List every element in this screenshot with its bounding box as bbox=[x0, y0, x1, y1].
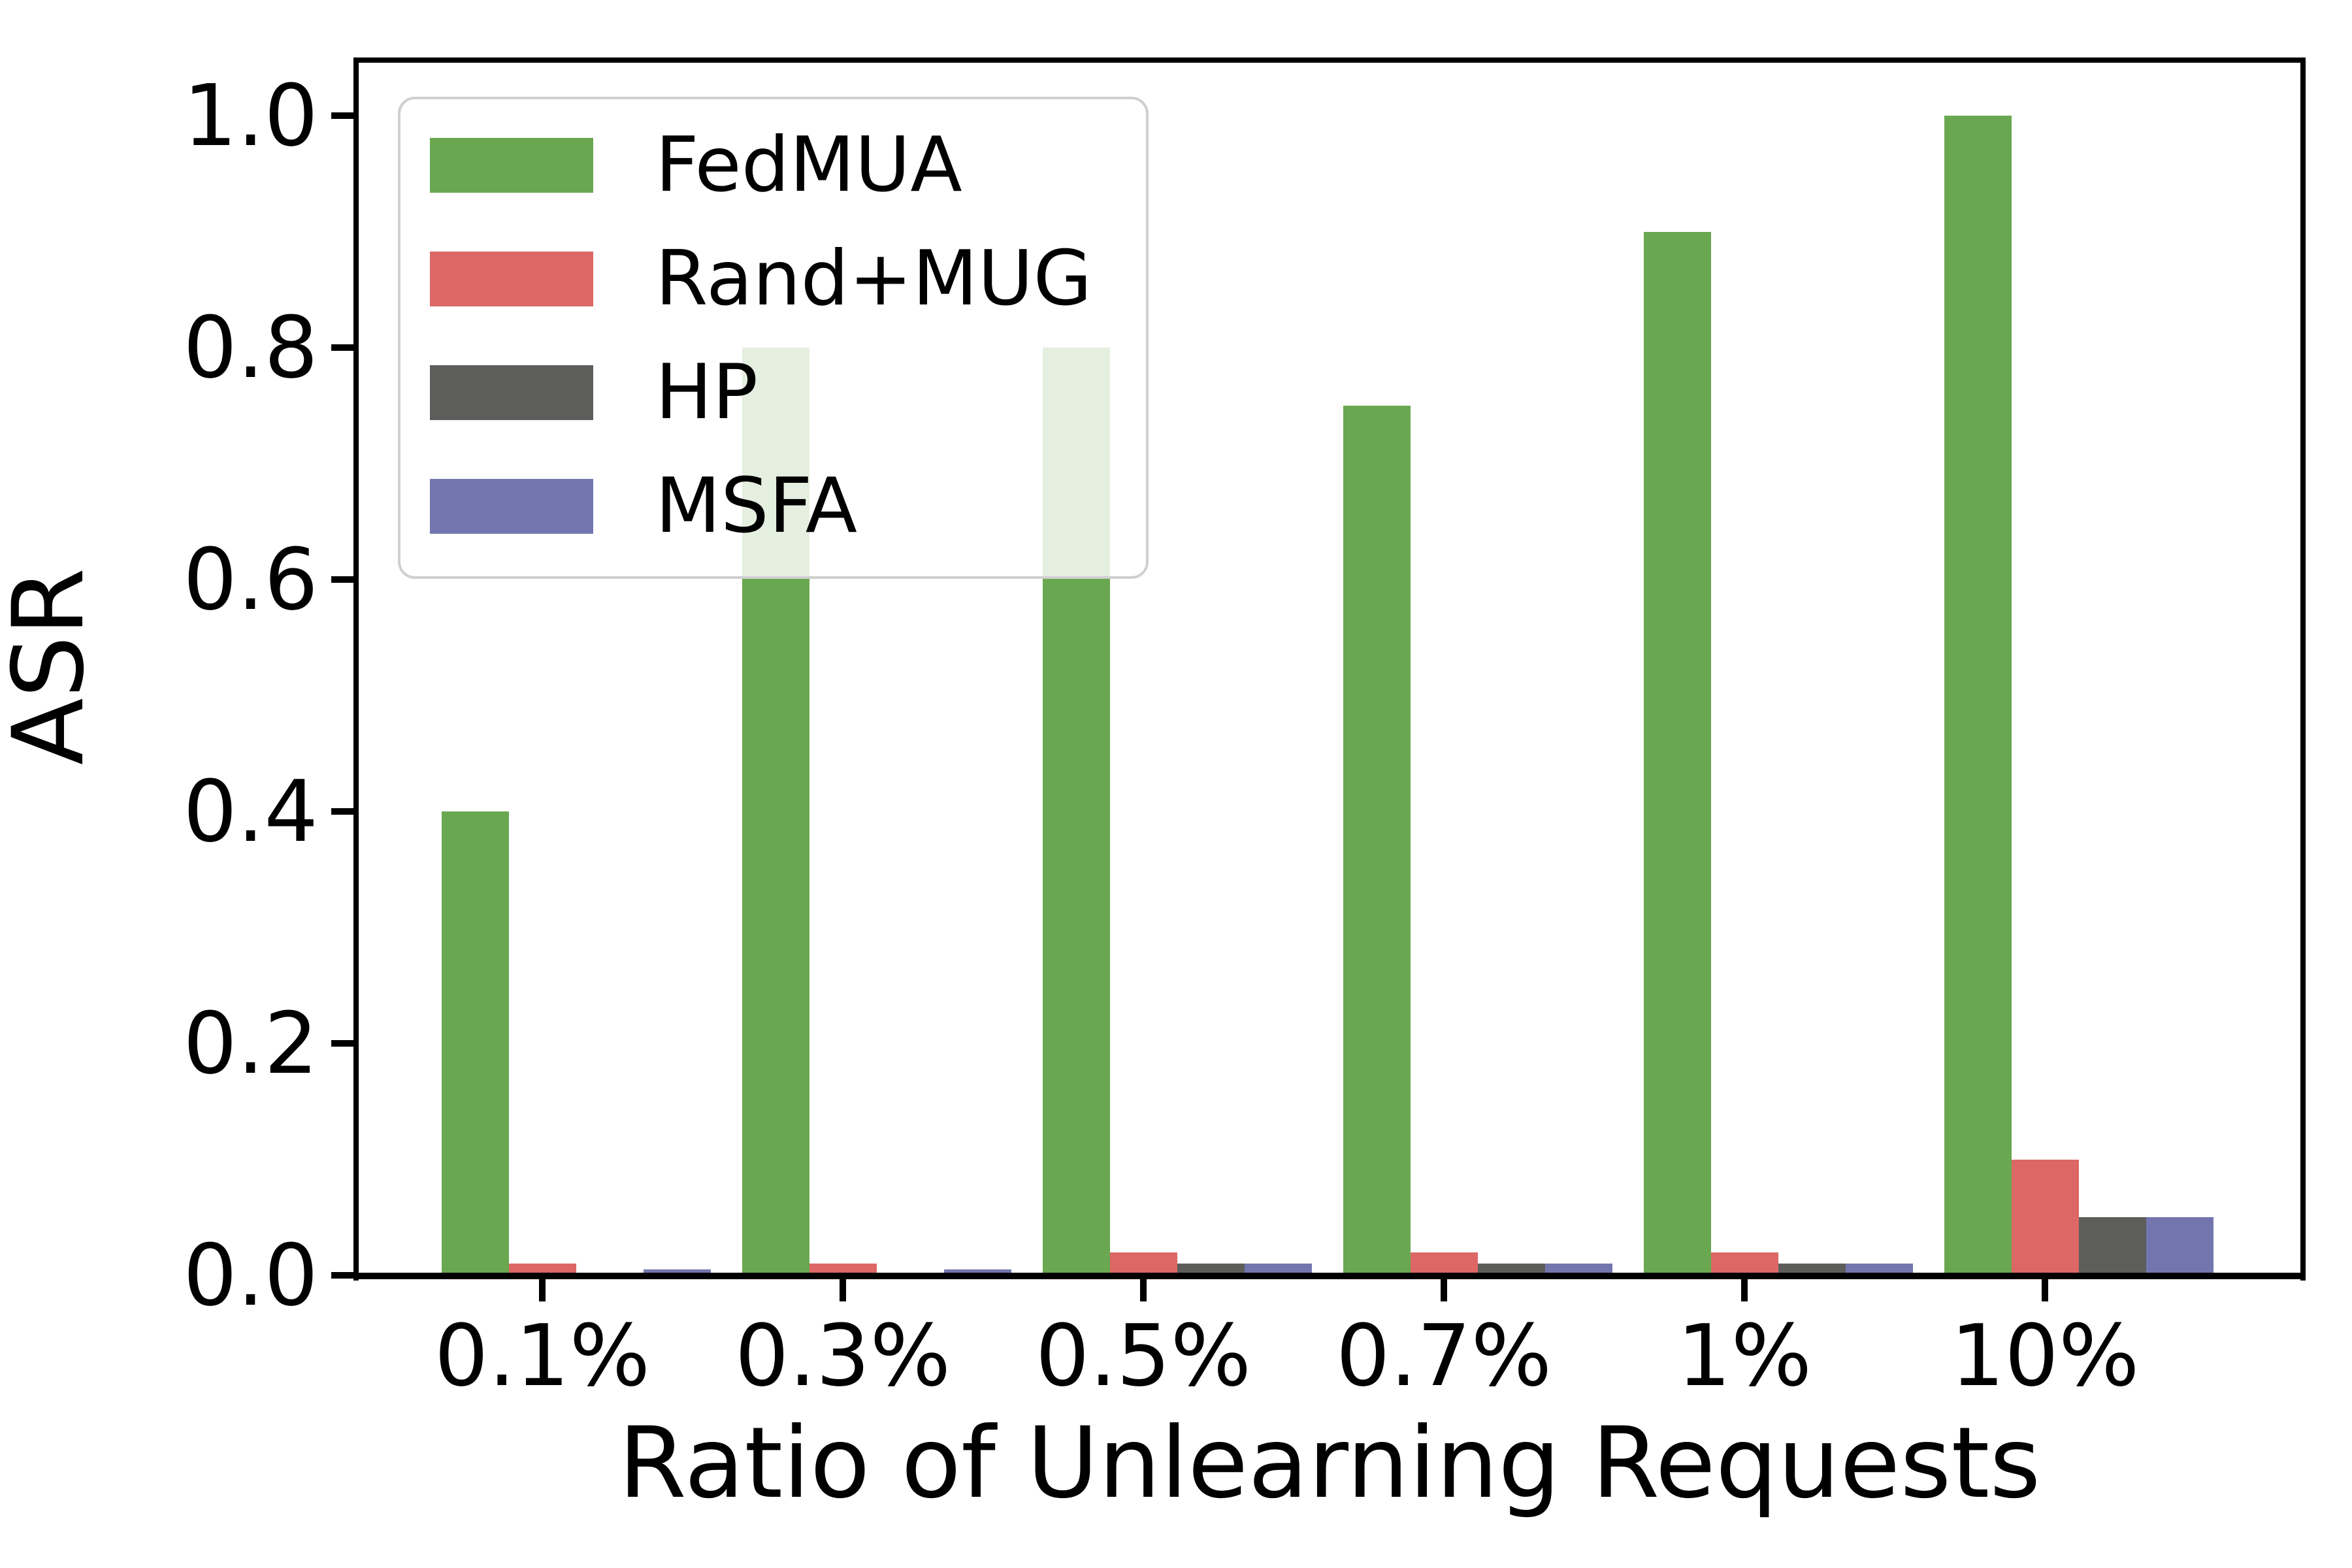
y-tick-1.0 bbox=[331, 112, 353, 119]
bar-hp-1- bbox=[1778, 1264, 1846, 1275]
x-tick-label-1-: 1% bbox=[1676, 1306, 1812, 1405]
x-tick-label-0-5-: 0.5% bbox=[1035, 1306, 1252, 1405]
bar-rand-mug-1- bbox=[1710, 1252, 1778, 1275]
x-tick-0-5- bbox=[1140, 1279, 1147, 1301]
bar-hp-10- bbox=[2078, 1217, 2146, 1275]
x-tick-label-0-1-: 0.1% bbox=[434, 1306, 651, 1405]
y-tick-0.2 bbox=[331, 1040, 353, 1047]
x-tick-0-3- bbox=[840, 1279, 846, 1301]
bar-hp-0-7- bbox=[1477, 1264, 1545, 1275]
y-tick-label-0.4: 0.4 bbox=[183, 762, 318, 861]
legend: FedMUA Rand+MUG HP MSFA bbox=[398, 97, 1149, 579]
x-tick-label-0-7-: 0.7% bbox=[1335, 1306, 1552, 1405]
legend-label-rand-mug: Rand+MUG bbox=[655, 235, 1092, 323]
x-tick-label-10-: 10% bbox=[1950, 1306, 2140, 1405]
x-tick-0-1- bbox=[539, 1279, 546, 1301]
legend-swatch-msfa bbox=[430, 479, 593, 534]
x-tick-10- bbox=[2042, 1279, 2048, 1301]
y-tick-label-0.0: 0.0 bbox=[183, 1226, 318, 1325]
bar-rand-mug-10- bbox=[2011, 1159, 2079, 1275]
legend-item-hp: HP bbox=[400, 355, 1146, 431]
top-spine bbox=[353, 57, 2306, 63]
x-tick-0-7- bbox=[1441, 1279, 1447, 1301]
x-tick-label-0-3-: 0.3% bbox=[734, 1306, 951, 1405]
y-tick-label-1.0: 1.0 bbox=[183, 66, 318, 165]
legend-item-rand-mug: Rand+MUG bbox=[400, 241, 1146, 317]
y-axis-label: ASR bbox=[0, 567, 106, 766]
left-spine bbox=[353, 57, 359, 1281]
right-spine bbox=[2300, 57, 2306, 1281]
bar-msfa-0-5- bbox=[1244, 1264, 1312, 1275]
bar-msfa-10- bbox=[2146, 1217, 2213, 1275]
legend-label-hp: HP bbox=[655, 348, 759, 436]
bar-rand-mug-0-3- bbox=[809, 1264, 877, 1275]
bar-rand-mug-0-1- bbox=[508, 1264, 576, 1275]
x-tick-1- bbox=[1741, 1279, 1748, 1301]
y-tick-label-0.2: 0.2 bbox=[183, 994, 318, 1093]
bar-msfa-0-7- bbox=[1544, 1264, 1612, 1275]
bar-fedmua-10- bbox=[1944, 116, 2012, 1275]
bar-hp-0-5- bbox=[1177, 1264, 1245, 1275]
bar-fedmua-1- bbox=[1643, 231, 1711, 1275]
y-tick-0.6 bbox=[331, 576, 353, 583]
y-tick-0.4 bbox=[331, 808, 353, 815]
y-tick-0.0 bbox=[331, 1272, 353, 1279]
legend-swatch-rand-mug bbox=[430, 252, 593, 306]
legend-swatch-fedmua bbox=[430, 138, 593, 193]
legend-label-msfa: MSFA bbox=[655, 462, 858, 550]
y-tick-label-0.6: 0.6 bbox=[183, 530, 318, 629]
bar-fedmua-0-1- bbox=[441, 811, 509, 1275]
y-tick-0.8 bbox=[331, 344, 353, 351]
bottom-spine bbox=[353, 1273, 2306, 1279]
bar-msfa-0-1- bbox=[643, 1269, 711, 1275]
bar-msfa-1- bbox=[1845, 1264, 1913, 1275]
y-tick-label-0.8: 0.8 bbox=[183, 298, 318, 397]
bar-msfa-0-3- bbox=[943, 1269, 1011, 1275]
legend-swatch-hp bbox=[430, 365, 593, 420]
legend-item-fedmua: FedMUA bbox=[400, 127, 1146, 203]
bar-rand-mug-0-7- bbox=[1410, 1252, 1478, 1275]
bar-rand-mug-0-5- bbox=[1109, 1252, 1177, 1275]
bar-fedmua-0-7- bbox=[1343, 405, 1411, 1275]
legend-item-msfa: MSFA bbox=[400, 468, 1146, 544]
x-axis-label: Ratio of Unlearning Requests bbox=[618, 1407, 2041, 1520]
legend-label-fedmua: FedMUA bbox=[655, 121, 962, 209]
